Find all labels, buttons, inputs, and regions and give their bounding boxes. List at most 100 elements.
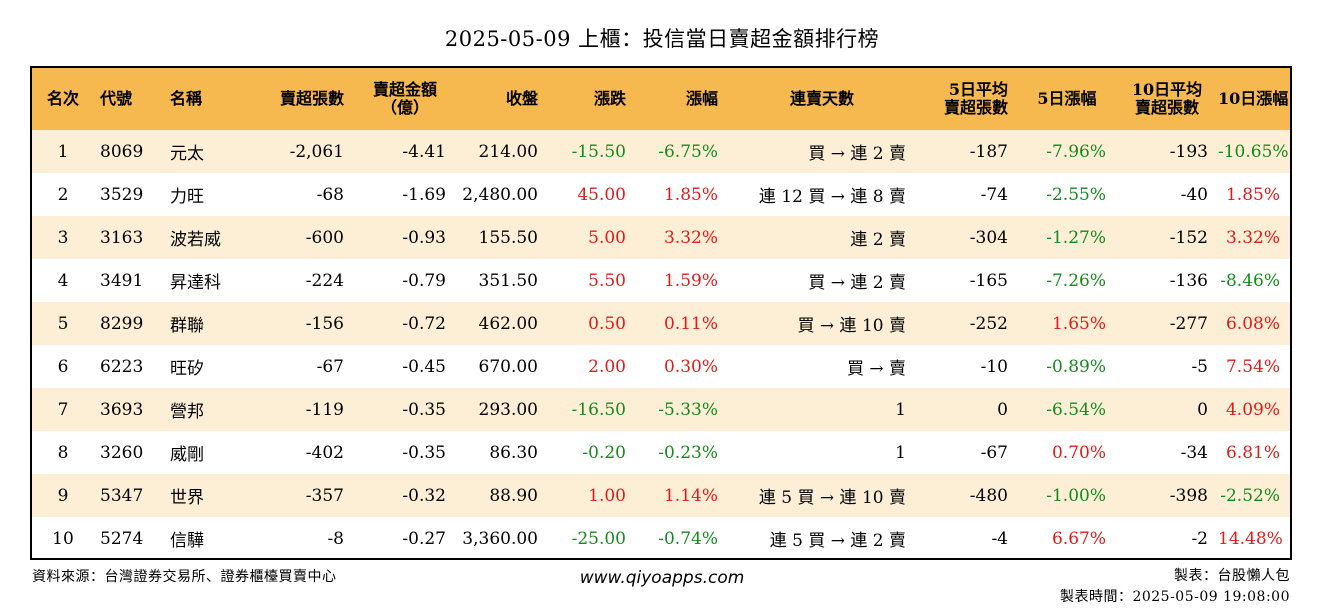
cell-close: 2,480.00 xyxy=(462,184,538,205)
cell-avg5: 0 xyxy=(997,399,1008,420)
cell-avg5: -74 xyxy=(980,184,1008,205)
header-rank: 名次 xyxy=(46,89,79,108)
cell-close: 3,360.00 xyxy=(462,528,538,549)
cell-avg10: -40 xyxy=(1180,184,1208,205)
cell-change-pct: 0.11% xyxy=(663,313,718,334)
cell-pct5: -6.54% xyxy=(1046,399,1106,420)
cell-sell-amount: -0.79 xyxy=(402,270,446,291)
cell-name: 昇達科 xyxy=(170,273,221,293)
cell-streak: 連 5 買 → 連 10 賣 xyxy=(758,488,906,508)
cell-name: 波若威 xyxy=(170,230,221,250)
cell-rank: 5 xyxy=(57,313,69,334)
cell-avg10: -193 xyxy=(1169,141,1208,162)
header-sell-amount-line1: 賣超金額 xyxy=(372,80,437,99)
cell-code: 5274 xyxy=(100,528,144,549)
table-row: 3 3163 波若威 -600 -0.93 155.50 5.00 3.32% 連 2 賣 -30… xyxy=(32,216,1290,259)
header-name: 名稱 xyxy=(170,89,203,108)
cell-streak: 買 → 賣 xyxy=(846,359,906,379)
cell-sell-volume: -402 xyxy=(305,442,344,463)
cell-change: 5.50 xyxy=(588,270,626,291)
cell-code: 3260 xyxy=(100,442,144,463)
made-time-label: 製表時間：2025-05-09 19:08:00 xyxy=(1059,589,1290,605)
cell-change: -0.20 xyxy=(582,442,626,463)
header-sell-amount-line2: （億） xyxy=(380,98,429,117)
cell-pct10: -8.46% xyxy=(1220,270,1280,291)
cell-pct5: -0.89% xyxy=(1046,356,1106,377)
website-link[interactable]: www.qiyoapps.com xyxy=(579,568,745,588)
cell-code: 3693 xyxy=(100,399,144,420)
cell-pct10: 14.48% xyxy=(1218,528,1283,549)
header-avg10-line2: 賣超張數 xyxy=(1134,98,1199,117)
cell-rank: 7 xyxy=(57,399,69,420)
cell-avg5: -4 xyxy=(991,528,1008,549)
cell-name: 力旺 xyxy=(170,187,204,207)
cell-rank: 3 xyxy=(57,227,69,248)
cell-change: 2.00 xyxy=(588,356,626,377)
ranking-table-container: 名次 代號 名稱 賣超張數 賣超金額 （億） 收盤 漲跌 漲幅 連賣天數 5日平… xyxy=(30,66,1292,560)
data-source: 資料來源：台灣證券交易所、證券櫃檯買賣中心 xyxy=(32,569,337,585)
cell-pct5: 6.67% xyxy=(1051,528,1106,549)
header-change-pct: 漲幅 xyxy=(685,89,718,108)
cell-code: 8299 xyxy=(100,313,144,334)
header-pct10: 10日漲幅 xyxy=(1218,89,1289,108)
cell-name: 世界 xyxy=(170,488,204,508)
cell-code: 6223 xyxy=(100,356,144,377)
cell-change: 45.00 xyxy=(577,184,626,205)
cell-pct5: -2.55% xyxy=(1046,184,1106,205)
cell-sell-volume: -68 xyxy=(316,184,344,205)
cell-code: 5347 xyxy=(100,485,144,506)
table-row: 9 5347 世界 -357 -0.32 88.90 1.00 1.14% 連 5 買 → 連 … xyxy=(32,474,1290,517)
table-row: 2 3529 力旺 -68 -1.69 2,480.00 45.00 1.85% 連 12 買 … xyxy=(32,173,1290,216)
cell-code: 3163 xyxy=(100,227,144,248)
cell-rank: 9 xyxy=(57,485,69,506)
cell-change: -15.50 xyxy=(571,141,626,162)
cell-rank: 8 xyxy=(57,442,69,463)
cell-avg10: -34 xyxy=(1180,442,1208,463)
cell-sell-volume: -67 xyxy=(316,356,344,377)
cell-streak: 買 → 連 10 賣 xyxy=(797,316,907,336)
table-body: 1 8069 元太 -2,061 -4.41 214.00 -15.50 -6.75% 買 → … xyxy=(32,130,1290,558)
cell-streak: 買 → 連 2 賣 xyxy=(808,144,906,164)
table-row: 5 8299 群聯 -156 -0.72 462.00 0.50 0.11% 買 → 連 10 … xyxy=(32,302,1290,345)
cell-change: -16.50 xyxy=(571,399,626,420)
cell-avg5: -304 xyxy=(969,227,1008,248)
header-avg5-line1: 5日平均 xyxy=(948,80,1008,99)
cell-sell-amount: -0.35 xyxy=(402,442,446,463)
cell-close: 462.00 xyxy=(478,313,538,334)
cell-streak: 連 12 買 → 連 8 賣 xyxy=(758,187,906,207)
cell-change-pct: -0.23% xyxy=(658,442,718,463)
cell-streak: 1 xyxy=(895,442,906,463)
header-avg10: 10日平均 賣超張數 xyxy=(1116,68,1218,130)
cell-change-pct: 1.59% xyxy=(663,270,718,291)
cell-avg5: -252 xyxy=(969,313,1008,334)
cell-pct10: 1.85% xyxy=(1225,184,1280,205)
table-row: 10 5274 信驊 -8 -0.27 3,360.00 -25.00 -0.74% 連 5 買… xyxy=(32,517,1290,558)
cell-change: 0.50 xyxy=(588,313,626,334)
cell-name: 元太 xyxy=(170,144,204,164)
cell-pct10: 3.32% xyxy=(1225,227,1280,248)
header-streak: 連賣天數 xyxy=(789,89,854,108)
cell-close: 351.50 xyxy=(478,270,538,291)
cell-pct10: 4.09% xyxy=(1225,399,1280,420)
cell-sell-amount: -0.27 xyxy=(402,528,446,549)
cell-pct5: -7.26% xyxy=(1046,270,1106,291)
cell-change-pct: -0.74% xyxy=(658,528,718,549)
cell-avg5: -67 xyxy=(980,442,1008,463)
cell-rank: 10 xyxy=(52,528,74,549)
cell-streak: 連 2 賣 xyxy=(850,230,906,250)
cell-name: 群聯 xyxy=(170,316,204,336)
cell-pct10: 7.54% xyxy=(1225,356,1280,377)
cell-avg5: -10 xyxy=(980,356,1008,377)
cell-sell-volume: -2,061 xyxy=(289,141,344,162)
cell-rank: 4 xyxy=(57,270,69,291)
footer-info: 製表：台股懶人包 製表時間：2025-05-09 19:08:00 xyxy=(1060,566,1290,608)
cell-change-pct: 3.32% xyxy=(663,227,718,248)
cell-pct5: -1.27% xyxy=(1046,227,1106,248)
header-sell-volume: 賣超張數 xyxy=(279,89,344,108)
cell-sell-amount: -0.35 xyxy=(402,399,446,420)
cell-avg10: -2 xyxy=(1191,528,1208,549)
cell-sell-amount: -0.72 xyxy=(402,313,446,334)
cell-avg10: -136 xyxy=(1169,270,1208,291)
cell-streak: 1 xyxy=(895,399,906,420)
cell-change-pct: -6.75% xyxy=(658,141,718,162)
